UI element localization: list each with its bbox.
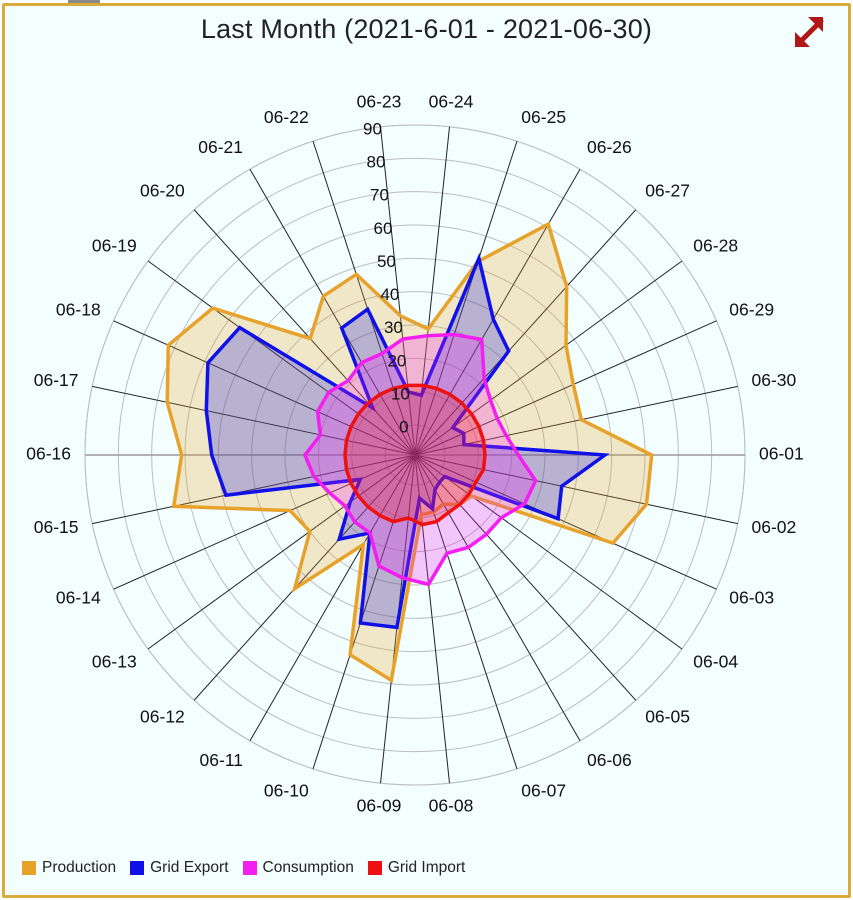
legend-swatch — [367, 861, 382, 875]
category-label: 06-30 — [752, 370, 797, 390]
category-label: 06-13 — [92, 652, 137, 672]
legend-item-grid-import[interactable]: Grid Import — [367, 859, 466, 877]
grid-spoke — [414, 168, 581, 456]
grid-spoke — [414, 454, 738, 525]
category-label: 06-19 — [92, 236, 137, 256]
category-label: 06-14 — [56, 588, 101, 608]
grid-spoke — [414, 140, 518, 456]
radial-tick-label: 60 — [374, 219, 393, 238]
grid-spoke — [249, 454, 416, 742]
category-label: 06-29 — [729, 300, 774, 320]
category-label: 06-24 — [429, 92, 474, 112]
expand-icon[interactable] — [790, 12, 830, 52]
legend-item-grid-export[interactable]: Grid Export — [130, 859, 229, 877]
radar-series — [165, 221, 654, 684]
category-label: 06-15 — [34, 517, 79, 537]
category-label: 06-28 — [693, 236, 738, 256]
category-label: 06-03 — [729, 588, 774, 608]
radial-tick-label: 50 — [377, 252, 396, 271]
grid-spoke — [249, 168, 416, 456]
legend-label: Grid Export — [150, 859, 229, 876]
series-production — [165, 221, 654, 684]
category-label: 06-09 — [357, 796, 402, 816]
grid-spoke — [414, 126, 450, 456]
category-label: 06-10 — [264, 780, 309, 800]
category-label: 06-11 — [200, 750, 243, 770]
series-consumption — [302, 332, 538, 587]
legend-label: Production — [42, 859, 117, 876]
category-label: 06-02 — [752, 517, 797, 537]
category-label: 06-18 — [56, 300, 101, 320]
legend-item-consumption[interactable]: Consumption — [242, 859, 354, 877]
category-label: 06-20 — [140, 181, 185, 201]
chart-panel — [2, 3, 851, 898]
series-grid-import — [343, 383, 487, 527]
grid-spoke — [414, 454, 683, 650]
radial-tick-label: 80 — [367, 152, 386, 171]
category-label: 06-23 — [357, 92, 402, 112]
radial-tick-label: 10 — [391, 384, 410, 403]
category-label: 06-22 — [264, 107, 309, 127]
category-labels: 06-01 06-02 06-03 06-04 06-05 06-06 06-07 06-08… — [26, 92, 804, 816]
category-label: 06-16 — [26, 444, 71, 464]
legend-label: Consumption — [262, 859, 354, 876]
legend-swatch — [242, 861, 257, 875]
grid-spoke — [312, 454, 416, 770]
category-label: 06-17 — [34, 370, 79, 390]
grid-spoke — [414, 260, 683, 456]
radial-tick-labels: 0 10 20 30 40 50 60 70 80 90 — [363, 119, 410, 436]
grid-spoke — [92, 454, 416, 525]
grid-spoke — [113, 320, 416, 456]
grid-spoke — [193, 209, 416, 456]
category-label: 06-06 — [587, 750, 632, 770]
radial-tick-label: 90 — [363, 119, 382, 138]
chart-legend: Production Grid Export Consumption Grid … — [22, 858, 479, 878]
radial-tick-label: 40 — [380, 285, 399, 304]
radial-tick-label: 0 — [399, 418, 408, 437]
radar-grid — [84, 124, 746, 786]
category-label: 06-27 — [645, 181, 690, 201]
radial-tick-label: 20 — [387, 351, 406, 370]
grid-spoke — [380, 126, 416, 456]
category-label: 06-08 — [429, 796, 474, 816]
legend-swatch — [130, 861, 145, 875]
grid-spoke — [92, 385, 416, 456]
category-label: 06-05 — [645, 707, 690, 727]
grid-spoke — [193, 454, 416, 701]
grid-spoke — [312, 140, 416, 456]
category-label: 06-21 — [198, 137, 243, 157]
chart-title: Last Month (2021-6-01 - 2021-06-30) — [200, 14, 653, 44]
category-label: 06-26 — [587, 137, 632, 157]
grid-spoke — [414, 454, 637, 701]
radial-tick-label: 70 — [370, 186, 389, 205]
category-label: 06-12 — [140, 707, 185, 727]
grid-spoke — [414, 454, 450, 784]
category-label: 06-04 — [693, 652, 738, 672]
grid-spoke — [147, 454, 416, 650]
radial-tick-label: 30 — [384, 318, 403, 337]
grid-spoke — [147, 260, 416, 456]
legend-item-production[interactable]: Production — [22, 859, 116, 877]
grid-spoke — [414, 209, 637, 456]
grid-spoke — [113, 454, 416, 590]
category-label: 06-01 — [759, 444, 804, 464]
grid-spoke — [414, 454, 717, 590]
category-label: 06-07 — [521, 780, 566, 800]
category-label: 06-25 — [521, 107, 566, 127]
legend-label: Grid Import — [387, 859, 466, 876]
series-grid-export — [204, 252, 610, 630]
top-tab-indicator — [68, 0, 100, 4]
legend-swatch — [22, 861, 36, 875]
